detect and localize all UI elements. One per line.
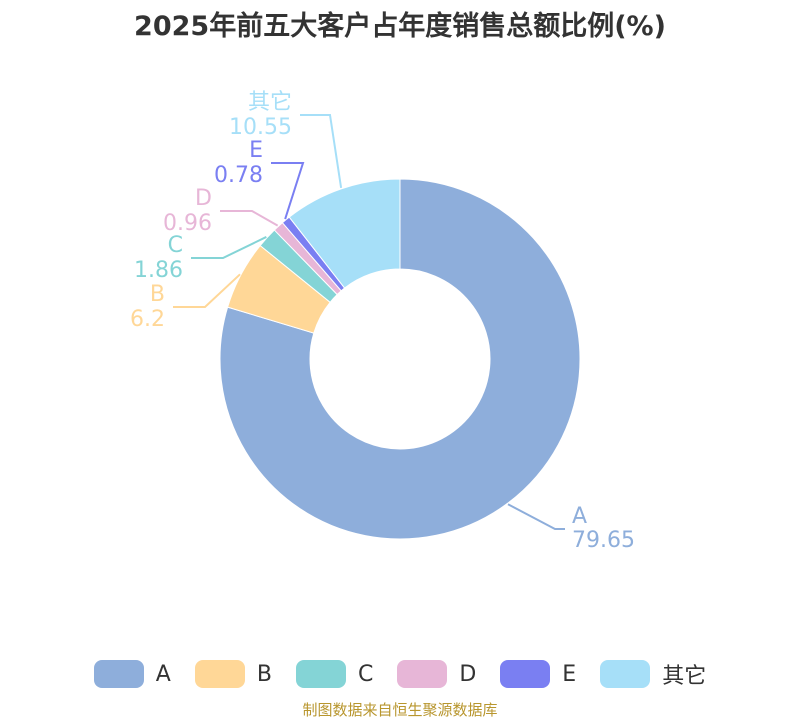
legend-label-5: E bbox=[562, 661, 577, 687]
legend-item-4[interactable]: D bbox=[397, 660, 476, 688]
legend-item-3[interactable]: C bbox=[295, 660, 374, 688]
legend-item-1[interactable]: A bbox=[93, 660, 171, 688]
slice-label-4: D bbox=[195, 186, 212, 211]
legend-swatch-3 bbox=[295, 660, 346, 688]
leader-line-4 bbox=[220, 210, 279, 227]
slice-value-3: 1.86 bbox=[134, 258, 183, 283]
slice-label-2: B bbox=[150, 282, 165, 307]
leader-line-3 bbox=[191, 236, 267, 259]
leader-line-5 bbox=[271, 162, 305, 220]
legend-label-1: A bbox=[155, 661, 171, 687]
legend-label-3: C bbox=[357, 661, 374, 687]
slice-value-4: 0.96 bbox=[163, 211, 212, 236]
slice-label-5: E bbox=[249, 138, 263, 163]
leader-line-1 bbox=[507, 503, 565, 530]
legend-swatch-5 bbox=[500, 660, 551, 688]
slice-label-6: 其它 bbox=[248, 90, 292, 115]
leader-line-6 bbox=[300, 114, 343, 189]
slice-label-3: C bbox=[168, 233, 183, 258]
slice-label-1: A bbox=[572, 504, 587, 529]
legend-swatch-4 bbox=[397, 660, 448, 688]
legend-swatch-6 bbox=[600, 660, 651, 688]
legend-item-6[interactable]: 其它 bbox=[600, 658, 706, 690]
legend-swatch-1 bbox=[93, 660, 144, 688]
slice-1[interactable] bbox=[219, 178, 581, 540]
slice-value-6: 10.55 bbox=[229, 115, 292, 140]
legend-label-2: B bbox=[256, 661, 272, 687]
legend-item-2[interactable]: B bbox=[194, 660, 272, 688]
slice-value-5: 0.78 bbox=[214, 163, 263, 188]
legend-label-4: D bbox=[459, 661, 477, 687]
leader-line-2 bbox=[173, 273, 241, 308]
slice-value-2: 6.2 bbox=[130, 307, 165, 332]
legend-swatch-2 bbox=[194, 660, 245, 688]
chart-title: 2025年前五大客户占年度销售总额比例(%) bbox=[134, 11, 666, 42]
slice-6[interactable] bbox=[288, 178, 401, 289]
source-note: 制图数据来自恒生聚源数据库 bbox=[302, 701, 498, 719]
legend-item-5[interactable]: E bbox=[500, 660, 576, 688]
slice-value-1: 79.65 bbox=[572, 528, 635, 553]
legend-label-6: 其它 bbox=[662, 664, 707, 689]
legend: A B C D E 其它 bbox=[0, 658, 800, 690]
